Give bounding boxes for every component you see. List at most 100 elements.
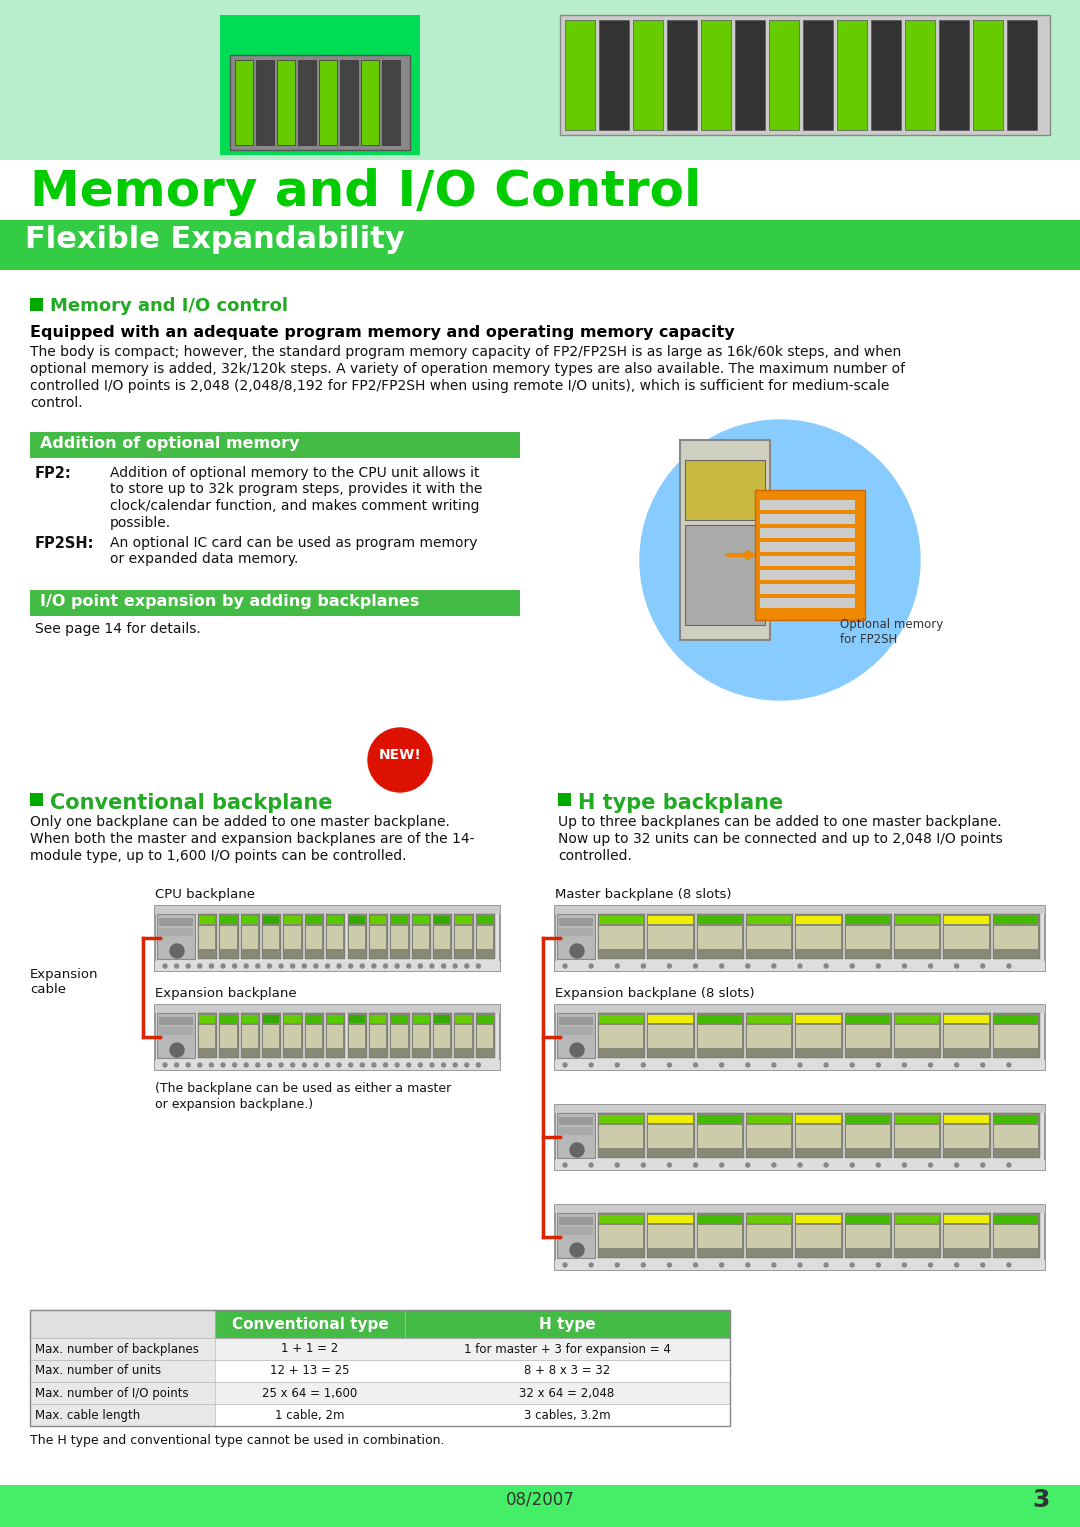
Bar [558,793,571,806]
Bar [648,1125,692,1148]
Circle shape [454,964,457,968]
Bar [413,916,429,924]
Text: control.: control. [30,395,83,411]
Circle shape [981,1164,985,1167]
Circle shape [981,1063,985,1067]
Bar [905,20,935,130]
Bar [0,160,1080,1527]
Bar [943,1113,990,1157]
Circle shape [693,964,698,968]
Bar [698,1025,742,1048]
Circle shape [175,1063,178,1067]
Text: FP2SH:: FP2SH: [35,536,95,551]
Text: controlled.: controlled. [558,849,632,863]
Bar [264,1015,280,1023]
Bar [633,20,663,130]
Bar [746,1212,794,1258]
Bar [390,915,409,959]
Bar [895,1215,940,1223]
Bar [648,1015,692,1023]
Bar [476,916,492,924]
Text: 1 for master + 3 for expansion = 4: 1 for master + 3 for expansion = 4 [463,1342,671,1356]
Bar [760,570,855,580]
Bar [895,925,940,948]
Bar [220,925,237,948]
Circle shape [279,1063,283,1067]
Bar [198,1012,217,1058]
Circle shape [454,1063,457,1067]
Bar [795,1012,842,1058]
Bar [598,1012,646,1058]
Circle shape [210,1063,214,1067]
Bar [994,1115,1038,1122]
Text: Only one backplane can be added to one master backplane.: Only one backplane can be added to one m… [30,815,450,829]
Bar [993,1113,1040,1157]
Bar [298,60,316,145]
Bar [413,1025,429,1048]
Bar [455,915,474,959]
Bar [846,916,890,924]
Bar [760,499,855,510]
Bar [697,1113,744,1157]
Text: 1 cable, 2m: 1 cable, 2m [275,1408,345,1422]
Circle shape [383,964,388,968]
Bar [599,925,644,948]
Circle shape [642,1063,646,1067]
Bar [685,460,765,521]
Text: Max. number of I/O points: Max. number of I/O points [35,1387,189,1400]
Circle shape [798,1063,802,1067]
Bar [894,1012,942,1058]
Bar [199,916,215,924]
Text: Expansion backplane: Expansion backplane [156,986,297,1000]
Bar [701,20,731,130]
Bar [30,1338,730,1361]
Bar [796,916,840,924]
Circle shape [719,1263,724,1267]
Bar [697,1012,744,1058]
Bar [747,1025,792,1048]
Bar [391,925,407,948]
Bar [30,1403,215,1426]
Circle shape [929,1063,932,1067]
Text: or expansion backplane.): or expansion backplane.) [156,1098,313,1112]
Bar [455,1012,474,1058]
Circle shape [955,1063,959,1067]
Circle shape [667,964,672,968]
Circle shape [163,964,167,968]
Circle shape [693,1063,698,1067]
Bar [795,1113,842,1157]
Circle shape [798,964,802,968]
Bar [241,1012,260,1058]
Bar [747,925,792,948]
Bar [405,1310,730,1338]
Circle shape [850,1263,854,1267]
Bar [846,1215,890,1223]
Circle shape [232,1063,237,1067]
Circle shape [746,1164,750,1167]
Text: H type: H type [539,1316,595,1332]
Bar [199,1025,215,1048]
Bar [796,925,840,948]
Bar [993,1012,1040,1058]
Circle shape [279,964,283,968]
Bar [647,1113,694,1157]
Circle shape [824,1263,828,1267]
Bar [30,793,43,806]
Bar [647,915,694,959]
Bar [846,1115,890,1122]
Text: FP2:: FP2: [35,466,71,481]
Bar [456,1015,472,1023]
Bar [369,916,387,924]
Bar [796,1025,840,1048]
Bar [648,1225,692,1248]
Circle shape [693,1164,698,1167]
Circle shape [746,1263,750,1267]
Text: Memory and I/O Control: Memory and I/O Control [30,168,701,215]
Bar [557,1012,595,1058]
Bar [349,916,365,924]
Circle shape [798,1263,802,1267]
Bar [348,1012,367,1058]
Bar [156,1005,500,1070]
Bar [235,60,253,145]
Bar [559,1127,593,1135]
